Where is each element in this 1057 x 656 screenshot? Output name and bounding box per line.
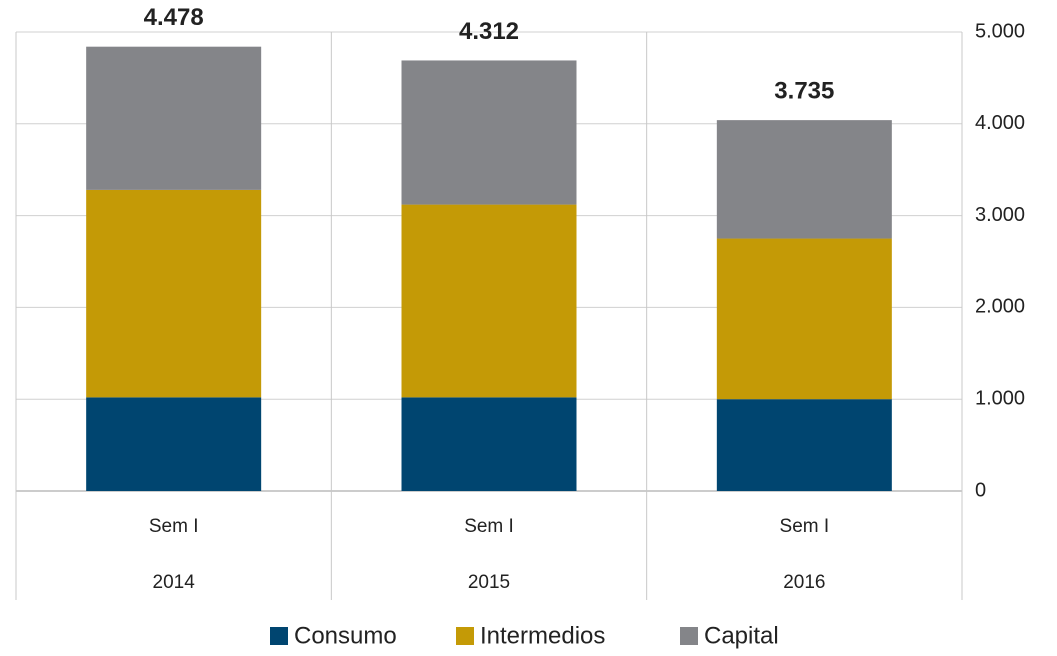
bar-segment: [401, 204, 577, 398]
bar-segment: [716, 399, 892, 491]
legend-label: Intermedios: [480, 622, 605, 649]
legend-swatch: [680, 627, 698, 645]
x-group-label: 2014: [153, 572, 196, 593]
y-tick-label: 3.000: [975, 204, 1025, 226]
legend-swatch: [270, 627, 288, 645]
bar-segment: [401, 60, 577, 205]
bar-segment: [716, 238, 892, 400]
x-tick-label: Sem I: [149, 516, 199, 537]
legend-label: Consumo: [294, 622, 397, 649]
total-label: 4.478: [144, 4, 204, 31]
bar-segment: [716, 120, 892, 239]
x-group-label: 2015: [468, 572, 510, 593]
y-tick-label: 0: [975, 479, 986, 501]
legend-swatch: [456, 627, 474, 645]
y-tick-label: 2.000: [975, 296, 1025, 318]
y-tick-label: 5.000: [975, 20, 1025, 42]
x-tick-label: Sem I: [780, 516, 830, 537]
total-label: 3.735: [774, 77, 834, 104]
bar-segment: [86, 46, 262, 190]
legend-label: Capital: [704, 622, 779, 649]
y-tick-label: 4.000: [975, 112, 1025, 134]
bar-segment: [401, 397, 577, 491]
bar-segment: [86, 397, 262, 491]
x-tick-label: Sem I: [464, 516, 514, 537]
bar-segment: [86, 189, 262, 398]
y-tick-label: 1.000: [975, 387, 1025, 409]
total-label: 4.312: [459, 18, 519, 45]
x-group-label: 2016: [783, 572, 825, 593]
